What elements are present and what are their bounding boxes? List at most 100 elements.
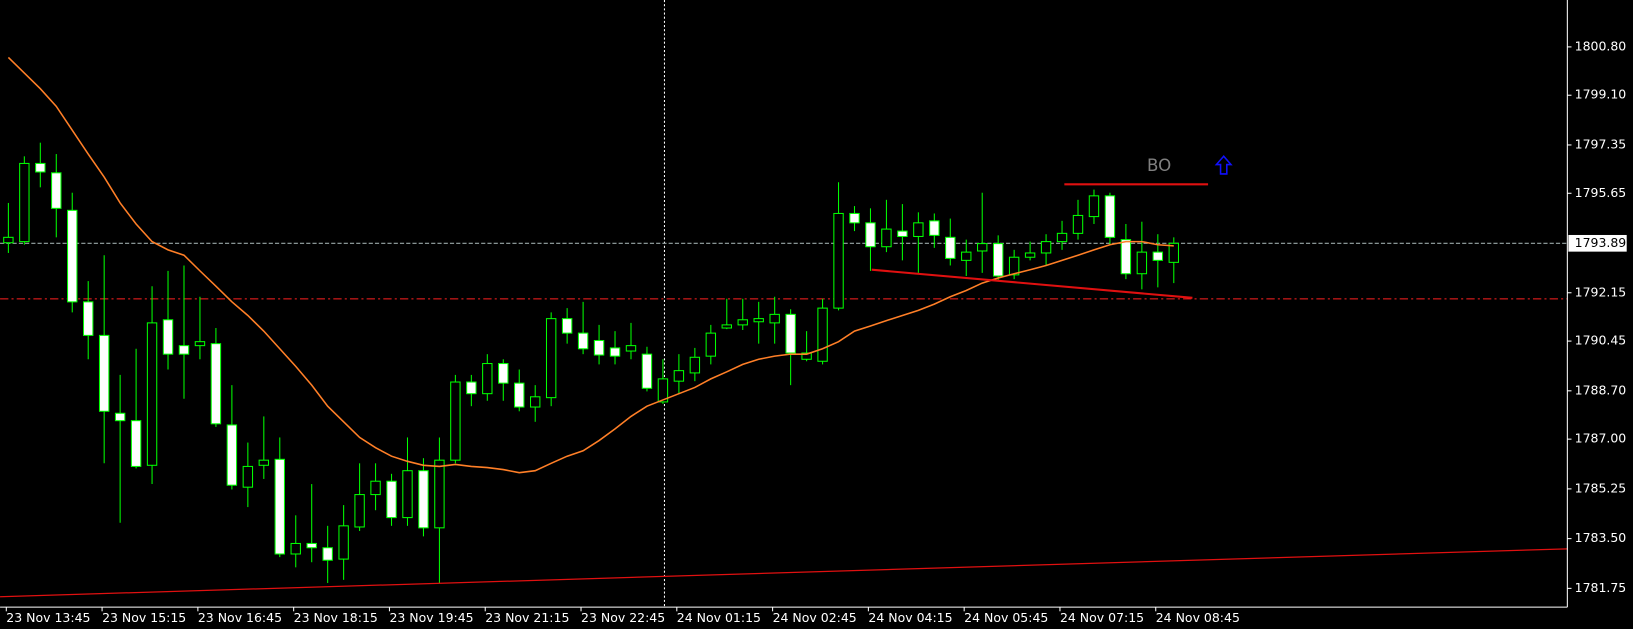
candle-body xyxy=(849,212,860,224)
candle-body xyxy=(929,220,940,236)
candle-body xyxy=(657,378,669,403)
candle-body xyxy=(290,542,301,555)
x-tick-label: 23 Nov 22:45 xyxy=(581,610,665,625)
candle-body xyxy=(194,341,206,347)
x-tick-label: 23 Nov 16:45 xyxy=(198,610,282,625)
candle-body xyxy=(801,352,812,360)
candle-body xyxy=(434,459,445,529)
y-tick-label: 1797.35 xyxy=(1575,136,1627,151)
y-tick-label: 1800.80 xyxy=(1575,38,1627,53)
candle-body xyxy=(992,243,1004,277)
candle-body xyxy=(114,412,126,422)
candle-body xyxy=(545,318,557,399)
candle-body xyxy=(625,345,637,352)
x-tick-label: 23 Nov 13:45 xyxy=(6,610,90,625)
candle-body xyxy=(1152,251,1164,261)
candle-body xyxy=(482,363,493,395)
trend-line xyxy=(0,548,1568,598)
candle-body xyxy=(466,381,477,395)
candle-body xyxy=(418,470,429,529)
candle-body xyxy=(402,470,413,519)
candle-body xyxy=(1008,256,1020,276)
candle-body xyxy=(913,222,924,238)
candle-body xyxy=(721,324,732,329)
candle-body xyxy=(1072,214,1084,234)
x-tick-label: 24 Nov 04:15 xyxy=(868,610,952,625)
candle-body xyxy=(354,494,365,528)
candle-body xyxy=(897,230,908,238)
candle-body xyxy=(35,162,46,173)
trend-line xyxy=(871,268,1193,299)
candle-body xyxy=(561,318,573,334)
candle-body xyxy=(514,382,525,408)
x-tick-label: 24 Nov 07:15 xyxy=(1060,610,1144,625)
marks xyxy=(3,56,1179,583)
candle-body xyxy=(3,236,14,244)
candle-body xyxy=(577,332,589,350)
arrow xyxy=(1214,155,1233,175)
candle-body xyxy=(817,307,828,362)
candle-body xyxy=(130,420,142,467)
candle-body xyxy=(769,313,780,324)
candle-body xyxy=(1120,239,1132,275)
x-tick-label: 24 Nov 05:45 xyxy=(964,610,1048,625)
candle-body xyxy=(51,172,62,209)
candle-body xyxy=(689,356,701,374)
candle-body xyxy=(1088,195,1100,218)
candle-body xyxy=(609,347,621,357)
y-tick-label: 1795.65 xyxy=(1575,185,1627,200)
y-tick-label: 1799.10 xyxy=(1575,87,1627,102)
candle-body xyxy=(19,162,30,243)
candle-body xyxy=(67,209,78,303)
candle-body xyxy=(977,243,988,252)
candle-body xyxy=(82,301,94,336)
candle-body xyxy=(785,313,796,354)
candle-body xyxy=(1136,251,1148,275)
candle-body xyxy=(338,525,349,560)
candle-body xyxy=(593,339,605,356)
candle-body xyxy=(258,459,270,466)
moving-average xyxy=(7,56,1174,474)
y-tick-label: 1790.45 xyxy=(1575,333,1627,348)
candle-body xyxy=(865,222,876,248)
y-tick-label: 1787.00 xyxy=(1575,431,1627,446)
candle-body xyxy=(210,343,222,425)
y-tick-label: 1785.25 xyxy=(1575,480,1627,495)
candle-body xyxy=(1168,242,1179,263)
x-tick-label: 24 Nov 01:15 xyxy=(677,610,761,625)
y-tick-label: 1783.50 xyxy=(1575,530,1627,545)
candle-body xyxy=(1040,241,1052,254)
bid-label: 1793.89 xyxy=(1575,235,1627,250)
x-tick-label: 23 Nov 19:45 xyxy=(389,610,473,625)
candle-body xyxy=(226,424,238,486)
x-tick-label: 24 Nov 02:45 xyxy=(773,610,857,625)
candle-body xyxy=(673,370,685,382)
candle-body xyxy=(753,318,764,323)
candle-body xyxy=(881,228,892,248)
candle-body xyxy=(322,547,333,561)
candle-body xyxy=(178,345,190,355)
annotation: BO xyxy=(1147,156,1171,175)
under-layer xyxy=(0,0,1568,608)
x-tick-label: 23 Nov 18:15 xyxy=(294,610,378,625)
candle-body xyxy=(530,396,541,408)
x-tick-label: 23 Nov 21:15 xyxy=(485,610,569,625)
x-tick-label: 23 Nov 15:15 xyxy=(102,610,186,625)
candle-body xyxy=(450,381,461,461)
candle-body xyxy=(146,322,158,466)
candle-body xyxy=(833,212,844,309)
y-tick-label: 1781.75 xyxy=(1575,580,1627,595)
y-tick-label: 1788.70 xyxy=(1575,382,1627,397)
candle-body xyxy=(1104,195,1116,238)
candle-body xyxy=(961,251,972,261)
candle-body xyxy=(386,480,397,519)
candle-body xyxy=(498,363,509,384)
candle-body xyxy=(705,332,717,357)
candle-body xyxy=(1056,232,1068,243)
candle-body xyxy=(242,465,254,488)
candle-body xyxy=(98,334,110,412)
